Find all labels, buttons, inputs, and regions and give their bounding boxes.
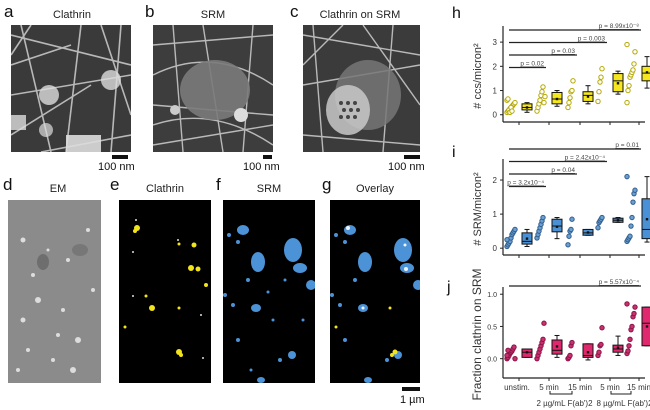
em-image-clathrin-on-srm [303, 25, 420, 152]
svg-text:# ccs/micron²: # ccs/micron² [472, 43, 484, 109]
panel-label-c: c [290, 2, 299, 21]
svg-text:15 min: 15 min [568, 383, 592, 392]
svg-text:p = 8.99x10⁻⁸: p = 8.99x10⁻⁸ [599, 23, 640, 30]
chart-h: 0 1 2 3 # ccs/micron² p = 0.02 p = 0.03p = 0.0… [472, 23, 650, 125]
svg-text:p = 5.57x10⁻⁴: p = 5.57x10⁻⁴ [599, 279, 640, 286]
panel-label-a: a [4, 2, 14, 21]
svg-text:0: 0 [493, 244, 498, 253]
scale-bar-a [112, 155, 128, 159]
svg-text:0.5: 0.5 [487, 324, 497, 331]
svg-text:1: 1 [493, 210, 498, 219]
scale-label-b: 100 nm [243, 161, 280, 173]
svg-text:p = 0.03: p = 0.03 [551, 48, 575, 55]
svg-text:p = 3.2x10⁻⁴: p = 3.2x10⁻⁴ [507, 180, 544, 187]
svg-text:2 µg/mL F(ab')2: 2 µg/mL F(ab')2 [536, 399, 593, 408]
panel-title-c: Clathrin on SRM [319, 9, 401, 21]
svg-text:# SRM/micron²: # SRM/micron² [472, 172, 484, 246]
scale-bar-b [263, 155, 272, 159]
panel-title-g: Overlay [356, 183, 394, 195]
svg-text:Fraction clathrin on SRM: Fraction clathrin on SRM [470, 268, 484, 400]
scale-label-a: 100 nm [98, 161, 135, 173]
panel-title-d: EM [49, 183, 67, 195]
svg-text:p = 2.42x10⁻⁴: p = 2.42x10⁻⁴ [565, 155, 606, 162]
panel-label-h: h [452, 5, 461, 22]
overlay-image [330, 200, 420, 383]
panel-label-g: g [322, 175, 332, 194]
svg-text:15 min: 15 min [627, 383, 650, 392]
srm-segmentation-image [223, 200, 315, 383]
svg-text:3: 3 [493, 38, 498, 47]
svg-text:p = 0.04: p = 0.04 [551, 167, 575, 174]
panel-label-b: b [145, 2, 155, 21]
svg-text:0.0: 0.0 [487, 357, 497, 364]
scale-label-c: 100 nm [388, 161, 425, 173]
panel-title-e: Clathrin [146, 183, 184, 195]
chart-i: 0 1 2 # SRM/micron² p = 3.2x10⁻⁴ p = 0.04 p = … [472, 142, 650, 258]
x-axis-labels: unstim. 5 min 15 min 5 min 15 min 2 µg/mL F(a… [504, 383, 650, 408]
svg-text:8 µg/mL F(ab')2: 8 µg/mL F(ab')2 [596, 399, 650, 408]
panel-label-f: f [216, 175, 221, 194]
svg-text:5 min: 5 min [539, 383, 559, 392]
svg-text:1: 1 [493, 87, 498, 96]
svg-text:1.0: 1.0 [487, 292, 497, 299]
scale-bar-c [404, 155, 420, 159]
clathrin-segmentation-image [119, 200, 211, 383]
em-image-overview [8, 200, 101, 383]
panel-title-b: SRM [200, 9, 226, 21]
scale-bar-bottom [402, 387, 420, 391]
em-image-clathrin [11, 25, 131, 152]
panel-title-a: Clathrin [53, 9, 91, 21]
svg-text:2: 2 [493, 176, 498, 185]
em-image-srm [153, 25, 273, 152]
panel-title-f: SRM [256, 183, 282, 195]
panel-label-d: d [3, 175, 13, 194]
scale-label-bottom: 1 µm [400, 394, 425, 406]
svg-text:2: 2 [493, 62, 498, 71]
svg-text:p = 0.003: p = 0.003 [578, 36, 606, 43]
svg-text:5 min: 5 min [600, 383, 620, 392]
svg-text:p = 0.02: p = 0.02 [520, 61, 544, 68]
panel-label-i: i [452, 144, 456, 161]
panel-label-j: j [447, 279, 451, 296]
svg-text:unstim.: unstim. [504, 383, 530, 392]
svg-text:p = 0.01: p = 0.01 [615, 142, 639, 149]
panel-label-e: e [110, 175, 120, 194]
svg-text:0: 0 [493, 111, 498, 120]
